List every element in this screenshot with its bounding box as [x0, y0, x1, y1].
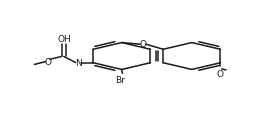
- Text: OH: OH: [57, 35, 71, 44]
- Text: O: O: [217, 69, 224, 78]
- Text: Br: Br: [115, 75, 125, 84]
- Text: O: O: [139, 39, 146, 48]
- Text: O: O: [44, 57, 51, 66]
- Text: N: N: [75, 58, 82, 67]
